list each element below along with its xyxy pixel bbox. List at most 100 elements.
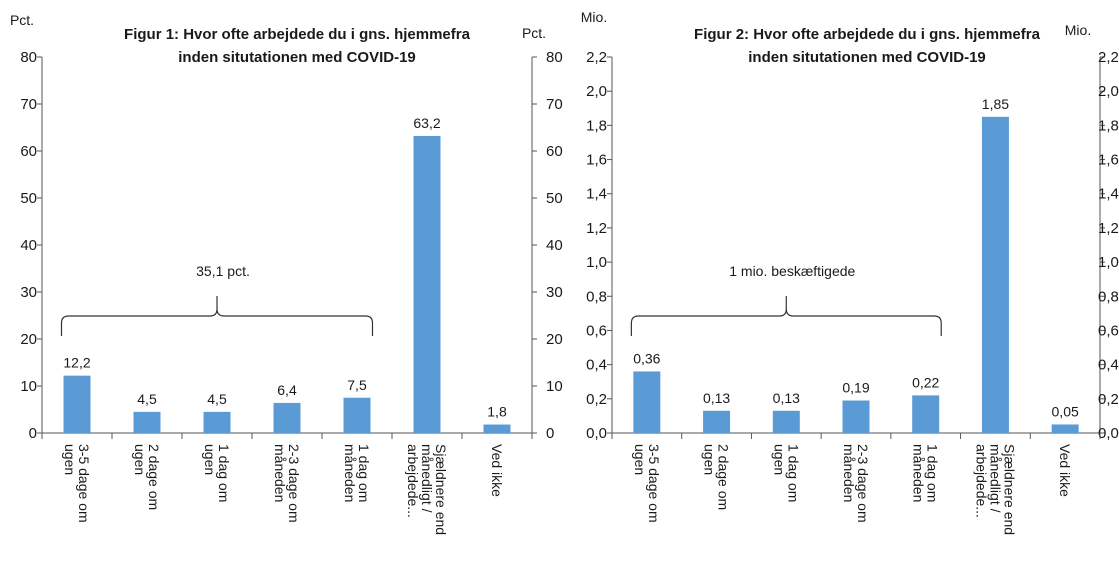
left-y-tick-label: 0,6 [586, 322, 607, 339]
x-category-label-line: 3-5 dage om [76, 444, 92, 523]
left-y-tick-label: 2,0 [586, 83, 607, 100]
left-y-tick-label: 0,4 [586, 357, 607, 374]
bar-data-label: 0,19 [842, 380, 869, 396]
right-y-tick-label: 0,8 [1098, 288, 1119, 305]
bracket-annotation [60, 296, 374, 336]
x-category-label: 3-5 dage omugen [632, 444, 662, 523]
right-unit-label: Pct. [522, 25, 546, 41]
bar [912, 395, 940, 433]
right-y-tick-label: 60 [546, 143, 563, 160]
bar [203, 411, 231, 433]
bar [133, 411, 161, 433]
right-y-tick-label: 2,0 [1098, 83, 1119, 100]
right-y-tick-label: 70 [546, 96, 563, 113]
left-y-tick-label: 80 [20, 49, 37, 66]
x-category-label-line: ugen [632, 444, 648, 475]
left-y-tick-label: 0,8 [586, 288, 607, 305]
right-y-tick-label: 0,0 [1098, 425, 1119, 442]
bar [483, 424, 511, 433]
bar-data-label: 7,5 [347, 377, 367, 393]
bar [772, 410, 800, 433]
bar [703, 410, 731, 433]
x-category-label-line: 2 dage om [716, 444, 732, 510]
left-y-tick-label: 2,2 [586, 49, 607, 66]
x-category-label-line: Ved ikke [1057, 444, 1073, 497]
right-unit-label: Mio. [1065, 22, 1091, 38]
bar-data-label: 0,05 [1052, 403, 1079, 419]
x-category-label: Ved ikke [1057, 444, 1073, 497]
left-y-tick-label: 1,2 [586, 220, 607, 237]
right-y-tick-label: 10 [546, 378, 563, 395]
x-category-label-line: ugen [62, 444, 78, 475]
left-y-tick-label: 1,0 [586, 254, 607, 271]
left-y-tick-label: 10 [20, 378, 37, 395]
x-category-label-line: 1 dag om [356, 444, 372, 502]
bar-data-label: 6,4 [277, 382, 297, 398]
x-category-label-line: 3-5 dage om [646, 444, 662, 523]
x-category-label: 1 dag omugen [202, 444, 232, 502]
bar-data-label: 1,85 [982, 96, 1009, 112]
bracket-annotation-label: 1 mio. beskæftigede [729, 263, 855, 279]
chart-title-line-2: inden situtationen med COVID-19 [178, 49, 416, 66]
x-category-label: Sjældnere endmånedligt /arbejdede... [405, 444, 449, 535]
bar-data-label: 63,2 [413, 115, 440, 131]
left-y-tick-label: 70 [20, 96, 37, 113]
left-y-tick-label: 30 [20, 284, 37, 301]
x-category-label-line: måneden [911, 444, 927, 502]
left-unit-label: Mio. [581, 9, 607, 25]
left-unit-label: Pct. [10, 12, 34, 28]
right-y-tick-label: 0,4 [1098, 357, 1119, 374]
x-category-label-line: 1 dag om [216, 444, 232, 502]
left-y-tick-label: 0,0 [586, 425, 607, 442]
bar-data-label: 12,2 [63, 355, 90, 371]
x-category-label: 1 dag ommåneden [911, 444, 941, 502]
x-category-label-line: ugen [132, 444, 148, 475]
chart-title-line-2: inden situtationen med COVID-19 [748, 49, 986, 66]
x-category-label-line: ugen [702, 444, 718, 475]
chart-title-line-1: Figur 2: Hvor ofte arbejdede du i gns. h… [694, 26, 1041, 43]
right-y-tick-label: 80 [546, 49, 563, 66]
bar [413, 135, 441, 433]
right-y-tick-label: 40 [546, 237, 563, 254]
right-y-tick-label: 1,2 [1098, 220, 1119, 237]
bar [343, 397, 371, 433]
right-y-tick-label: 1,4 [1098, 186, 1119, 203]
left-y-tick-label: 60 [20, 143, 37, 160]
bar [981, 116, 1009, 434]
left-y-tick-label: 1,4 [586, 186, 607, 203]
bar-data-label: 0,13 [703, 390, 730, 406]
x-category-label-line: 1 dag om [925, 444, 941, 502]
bar [633, 371, 661, 433]
x-category-label-line: 1 dag om [785, 444, 801, 502]
chart-title-line-1: Figur 1: Hvor ofte arbejdede du i gns. h… [124, 26, 471, 43]
x-category-label-line: arbejdede... [405, 444, 421, 518]
chart-figur-2: Mio. Mio. Figur 2: Hvor ofte arbejdede du … [581, 9, 1119, 535]
x-category-label: 3-5 dage omugen [62, 444, 92, 523]
x-category-label-line: Ved ikke [489, 444, 505, 497]
x-category-label-line: 2-3 dage om [855, 444, 871, 523]
left-y-tick-label: 40 [20, 237, 37, 254]
bar [273, 402, 301, 433]
right-y-tick-label: 1,6 [1098, 152, 1119, 169]
left-y-tick-label: 20 [20, 331, 37, 348]
x-category-label-line: 2 dage om [146, 444, 162, 510]
right-y-tick-label: 50 [546, 190, 563, 207]
x-category-label: 1 dag omugen [771, 444, 801, 502]
x-category-label-line: arbejdede... [973, 444, 989, 518]
bar [842, 400, 870, 433]
x-category-label-line: Sjældnere end [1001, 444, 1017, 535]
right-y-tick-label: 0 [546, 425, 554, 442]
x-category-label-line: ugen [771, 444, 787, 475]
x-category-label: 2-3 dage ommåneden [841, 444, 871, 523]
right-y-tick-label: 30 [546, 284, 563, 301]
x-category-label-line: 2-3 dage om [286, 444, 302, 523]
left-y-tick-label: 1,6 [586, 152, 607, 169]
bar-data-label: 0,36 [633, 350, 660, 366]
x-category-label-line: måneden [272, 444, 288, 502]
x-category-label-line: måneden [342, 444, 358, 502]
bar [63, 375, 91, 433]
x-category-label: 2-3 dage ommåneden [272, 444, 302, 523]
left-y-tick-label: 0 [29, 425, 37, 442]
x-category-label-line: Sjældnere end [433, 444, 449, 535]
